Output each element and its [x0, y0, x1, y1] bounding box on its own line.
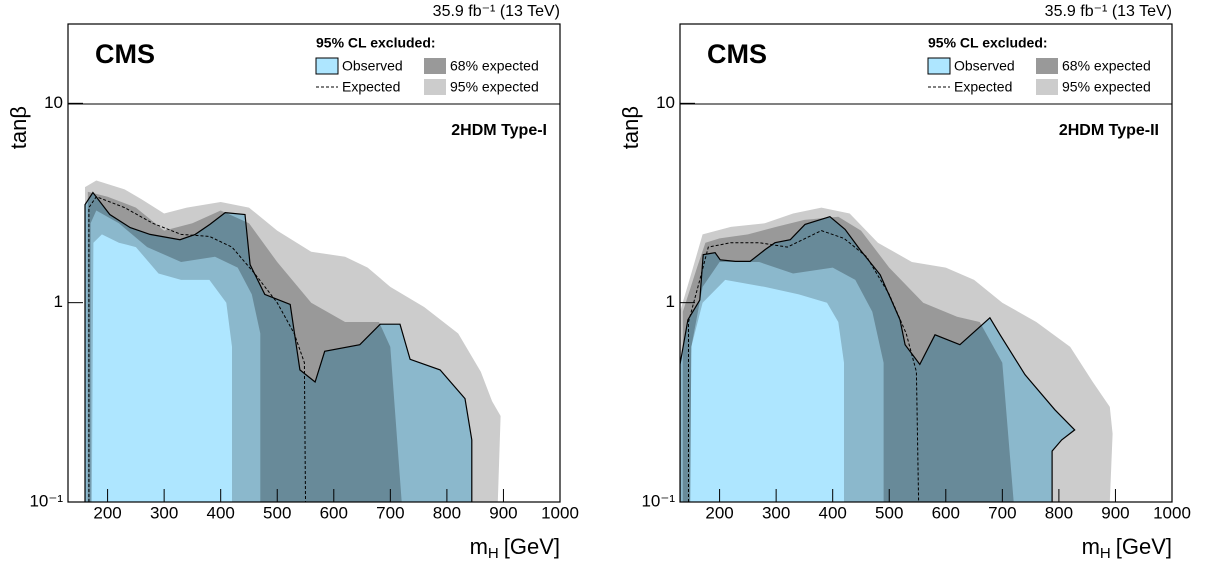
y-tick-label: 1 — [54, 292, 63, 311]
x-axis-label-main: m — [1082, 534, 1100, 559]
observed-contour — [84, 191, 473, 502]
y-axis-label: tanβ — [618, 106, 643, 149]
legend-swatch — [927, 57, 951, 75]
x-axis-label: mH [GeV] — [470, 534, 560, 562]
model-label: 2HDM Type-I — [451, 122, 547, 139]
model-label: 2HDM Type-II — [1059, 122, 1159, 139]
legend-title: 95% CL excluded: — [316, 35, 436, 51]
x-tick-label: 800 — [433, 503, 461, 522]
x-tick-label: 900 — [489, 503, 517, 522]
x-tick-label: 200 — [93, 503, 121, 522]
x-tick-label: 1000 — [1153, 503, 1191, 522]
lumi-label: 35.9 fb⁻¹ (13 TeV) — [433, 3, 560, 20]
observed-contour — [680, 216, 1076, 502]
x-tick-label: 400 — [207, 503, 235, 522]
legend-label: Expected — [342, 79, 400, 95]
legend-label: 68% expected — [1062, 58, 1151, 74]
x-tick-label: 500 — [875, 503, 903, 522]
y-tick-label: 10 — [656, 93, 675, 112]
x-tick-label: 800 — [1045, 503, 1073, 522]
x-tick-label: 500 — [263, 503, 291, 522]
y-axis-label: tanβ — [6, 106, 31, 149]
x-tick-label: 300 — [762, 503, 790, 522]
legend-swatch — [315, 57, 339, 75]
legend-swatch — [1036, 79, 1058, 95]
panel: 200 300 400 500 600 700 800 900 1000 10⁻¹ 1 10 35.9 … — [618, 3, 1191, 562]
x-axis-label: mH [GeV] — [1082, 534, 1172, 562]
frame — [679, 23, 1173, 503]
plot-area — [84, 180, 501, 502]
experiment-label: CMS — [95, 39, 155, 69]
panel: 200 300 400 500 600 700 800 900 1000 10⁻¹ 1 10 35.9 … — [6, 3, 579, 562]
expected-contour — [88, 196, 306, 502]
legend-swatch — [424, 58, 446, 74]
plot-area — [680, 207, 1113, 502]
observed-region — [85, 192, 472, 502]
experiment-label: CMS — [707, 39, 767, 69]
x-tick-label: 700 — [376, 503, 404, 522]
legend-swatch — [1036, 58, 1058, 74]
x-tick-label: 700 — [988, 503, 1016, 522]
x-axis-label-unit: [GeV] — [504, 534, 560, 559]
expected-contour — [688, 230, 920, 502]
x-axis-label-sub: H — [488, 545, 499, 562]
x-axis-label-unit: [GeV] — [1116, 534, 1172, 559]
x-tick-label: 400 — [819, 503, 847, 522]
legend-label: 68% expected — [450, 58, 539, 74]
frame — [67, 23, 561, 503]
legend-label: 95% expected — [1062, 79, 1151, 95]
x-axis-label-main: m — [470, 534, 488, 559]
legend-label: Expected — [954, 79, 1012, 95]
legend-label: Observed — [954, 58, 1015, 74]
legend-swatch — [424, 79, 446, 95]
y-tick-label: 1 — [666, 292, 675, 311]
legend-box — [680, 24, 1172, 104]
y-tick-label: 10⁻¹ — [29, 491, 63, 510]
x-tick-label: 600 — [932, 503, 960, 522]
y-tick-label: 10⁻¹ — [641, 491, 675, 510]
legend-label: 95% expected — [450, 79, 539, 95]
legend-title: 95% CL excluded: — [928, 35, 1048, 51]
x-tick-label: 600 — [320, 503, 348, 522]
x-tick-label: 1000 — [541, 503, 579, 522]
legend-label: Observed — [342, 58, 403, 74]
x-tick-label: 200 — [705, 503, 733, 522]
observed-region — [680, 216, 1075, 502]
legend-box — [68, 24, 560, 104]
x-tick-label: 900 — [1101, 503, 1129, 522]
y-tick-label: 10 — [44, 93, 63, 112]
lumi-label: 35.9 fb⁻¹ (13 TeV) — [1045, 3, 1172, 20]
x-tick-label: 300 — [150, 503, 178, 522]
x-axis-label-sub: H — [1100, 545, 1111, 562]
